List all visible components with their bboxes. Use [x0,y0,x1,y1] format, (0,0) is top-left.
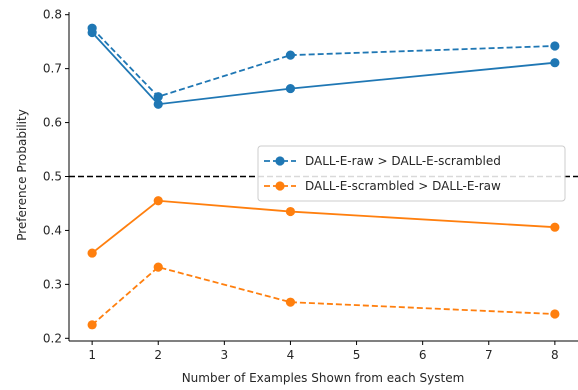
data-point [550,222,560,232]
data-point [285,50,296,60]
legend-swatch-marker [275,181,285,191]
data-point [550,58,560,68]
x-tick-label: 2 [154,348,162,362]
series-line-0 [91,31,555,106]
data-point [153,262,163,272]
x-tick-label: 3 [221,348,229,362]
y-tick-label: 0.5 [43,170,62,184]
data-point [87,23,97,33]
data-point [285,206,296,217]
series-line-1 [91,27,555,98]
legend-label: DALL-E-scrambled > DALL-E-raw [305,179,501,193]
legend-box [257,145,566,202]
data-point [285,297,296,307]
x-tick-label: 1 [88,348,96,362]
series-line-3 [91,266,555,326]
legend-swatch-marker [275,156,285,166]
y-tick-label: 0.7 [43,62,62,76]
data-point [87,320,97,330]
x-tick-label: 7 [485,348,493,362]
x-tick-label: 6 [419,348,427,362]
x-axis-label: Number of Examples Shown from each Syste… [182,371,465,385]
x-tick-label: 4 [287,348,295,362]
y-tick-label: 0.8 [43,8,62,22]
y-axis-label: Preference Probability [15,109,29,241]
y-tick-label: 0.3 [43,277,62,291]
legend-label: DALL-E-raw > DALL-E-scrambled [305,154,501,168]
data-point [153,92,163,102]
data-point [550,309,560,319]
data-point [153,196,163,206]
series-line-2 [91,199,555,254]
x-tick-label: 5 [353,348,361,362]
data-point [153,99,163,109]
data-point [550,41,560,51]
y-tick-label: 0.4 [43,223,62,237]
data-point [285,83,296,94]
y-tick-label: 0.2 [43,331,62,345]
y-tick-label: 0.6 [43,116,62,130]
x-tick-label: 8 [551,348,559,362]
data-point [87,248,97,258]
